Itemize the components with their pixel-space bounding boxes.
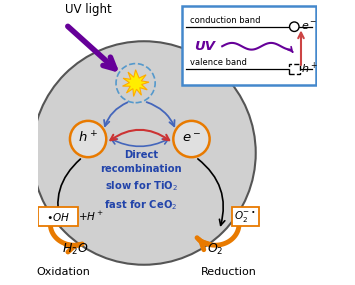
Text: UV: UV	[194, 40, 215, 53]
Circle shape	[32, 41, 256, 265]
Polygon shape	[122, 70, 149, 96]
Text: conduction band: conduction band	[190, 16, 261, 25]
Text: Direct
recombination
slow for TiO$_2$
fast for CeO$_2$: Direct recombination slow for TiO$_2$ fa…	[100, 150, 182, 212]
Text: $O_2^{-\bullet}$: $O_2^{-\bullet}$	[234, 209, 256, 224]
Text: Reduction: Reduction	[201, 267, 257, 277]
Circle shape	[70, 121, 106, 157]
Polygon shape	[289, 64, 300, 74]
Text: $+ H^+$: $+ H^+$	[78, 210, 104, 223]
Text: $\bullet$OH: $\bullet$OH	[46, 211, 70, 223]
Text: $H_2O$: $H_2O$	[62, 242, 89, 257]
Text: valence band: valence band	[190, 58, 247, 67]
Text: $e^-$: $e^-$	[182, 132, 201, 145]
Text: Oxidation: Oxidation	[36, 267, 90, 277]
Text: $e^-$: $e^-$	[301, 21, 317, 32]
FancyBboxPatch shape	[232, 207, 258, 226]
Circle shape	[173, 121, 210, 157]
FancyBboxPatch shape	[38, 207, 78, 226]
Circle shape	[290, 22, 299, 31]
Text: $h^+$: $h^+$	[78, 131, 98, 146]
Text: $h^+$: $h^+$	[301, 61, 318, 76]
Text: $O_2$: $O_2$	[207, 242, 223, 257]
FancyBboxPatch shape	[182, 6, 316, 85]
Text: UV light: UV light	[65, 3, 111, 16]
